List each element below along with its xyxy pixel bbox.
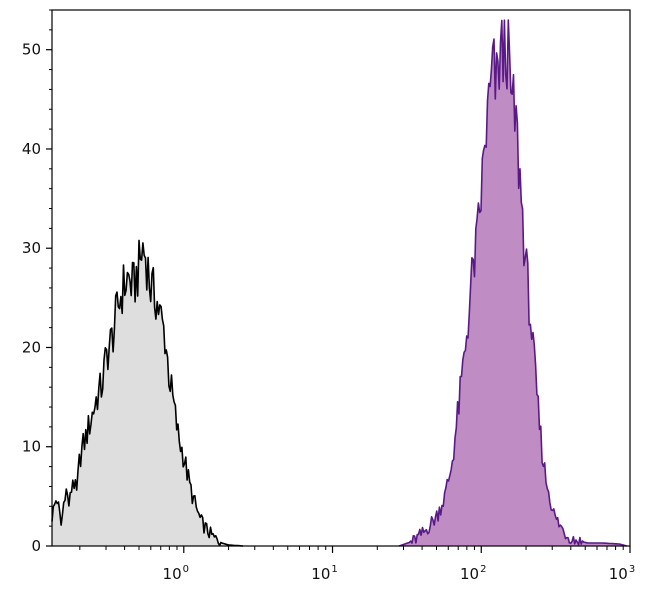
y-tick-label: 40 [22,140,41,158]
y-tick-label: 0 [31,537,41,555]
y-tick-label: 50 [22,41,41,59]
x-tick-label: 100 [163,564,189,583]
histogram-fill-1 [52,240,243,546]
histogram-fill-2 [399,20,627,546]
y-tick-label: 20 [22,338,41,356]
histogram-outline-2 [398,19,627,547]
y-tick-label: 10 [22,438,41,456]
x-tick-label: 103 [609,564,635,583]
histogram-outline-1 [51,239,244,547]
y-tick-label: 30 [22,239,41,257]
plot-area [51,19,627,547]
plot-frame [51,9,631,547]
x-tick-label: 101 [311,564,337,583]
x-tick-label: 102 [460,564,486,583]
axes: 0 10 20 30 40 50 100 101 102 103 [22,9,635,583]
